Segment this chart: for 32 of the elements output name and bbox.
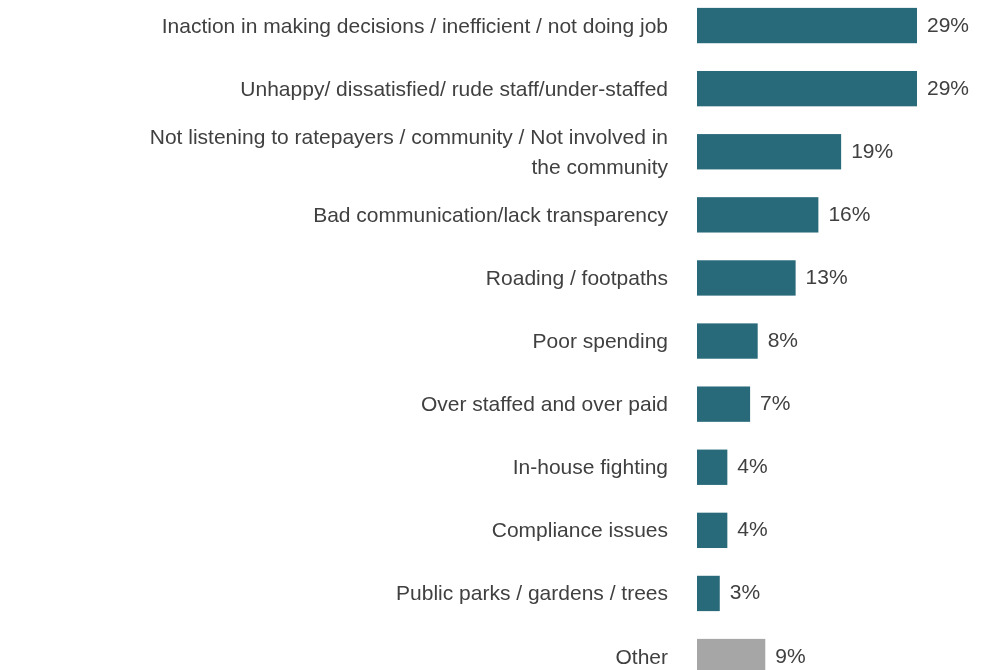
data-label: 29%: [927, 75, 970, 99]
y-tick-label: Compliance issues: [491, 518, 668, 542]
data-label: 4%: [737, 454, 768, 478]
y-tick-label: Roading / footpaths: [485, 265, 668, 289]
bar: [697, 449, 728, 485]
y-tick-label: Over staffed and over paid: [420, 392, 668, 416]
data-label: 3%: [729, 580, 761, 604]
data-label: 29%: [927, 12, 970, 36]
data-label: 16%: [828, 201, 871, 225]
data-label: 13%: [805, 264, 848, 288]
y-tick-label: Not listening to ratepayers / community / Not involved in the community: [149, 124, 669, 178]
y-tick-label: Poor spending: [532, 329, 668, 353]
bar: [697, 197, 819, 233]
y-tick-label: Other: [615, 644, 668, 668]
bar: [697, 260, 796, 296]
bar: [697, 512, 728, 549]
data-label: 4%: [737, 517, 768, 541]
data-label: 7%: [760, 391, 791, 415]
y-tick-label: Public parks / gardens / trees: [396, 581, 668, 605]
data-label: 19%: [851, 138, 894, 162]
bar: [697, 323, 758, 359]
y-tick-label: Inaction in making decisions / inefficient / not doing job: [161, 13, 668, 37]
data-label: 9%: [775, 643, 806, 667]
y-tick-label: Bad communication/lack transparency: [313, 202, 669, 226]
bar: [697, 386, 751, 422]
y-tick-label: Unhappy/ dissatisfied/ rude staff/under-staffed: [240, 76, 668, 100]
bar: [697, 70, 917, 107]
bar: [697, 134, 842, 170]
y-tick-label: In-house fighting: [512, 455, 668, 479]
data-label: 8%: [767, 328, 799, 352]
bar: [697, 575, 720, 612]
bar: [697, 7, 917, 44]
